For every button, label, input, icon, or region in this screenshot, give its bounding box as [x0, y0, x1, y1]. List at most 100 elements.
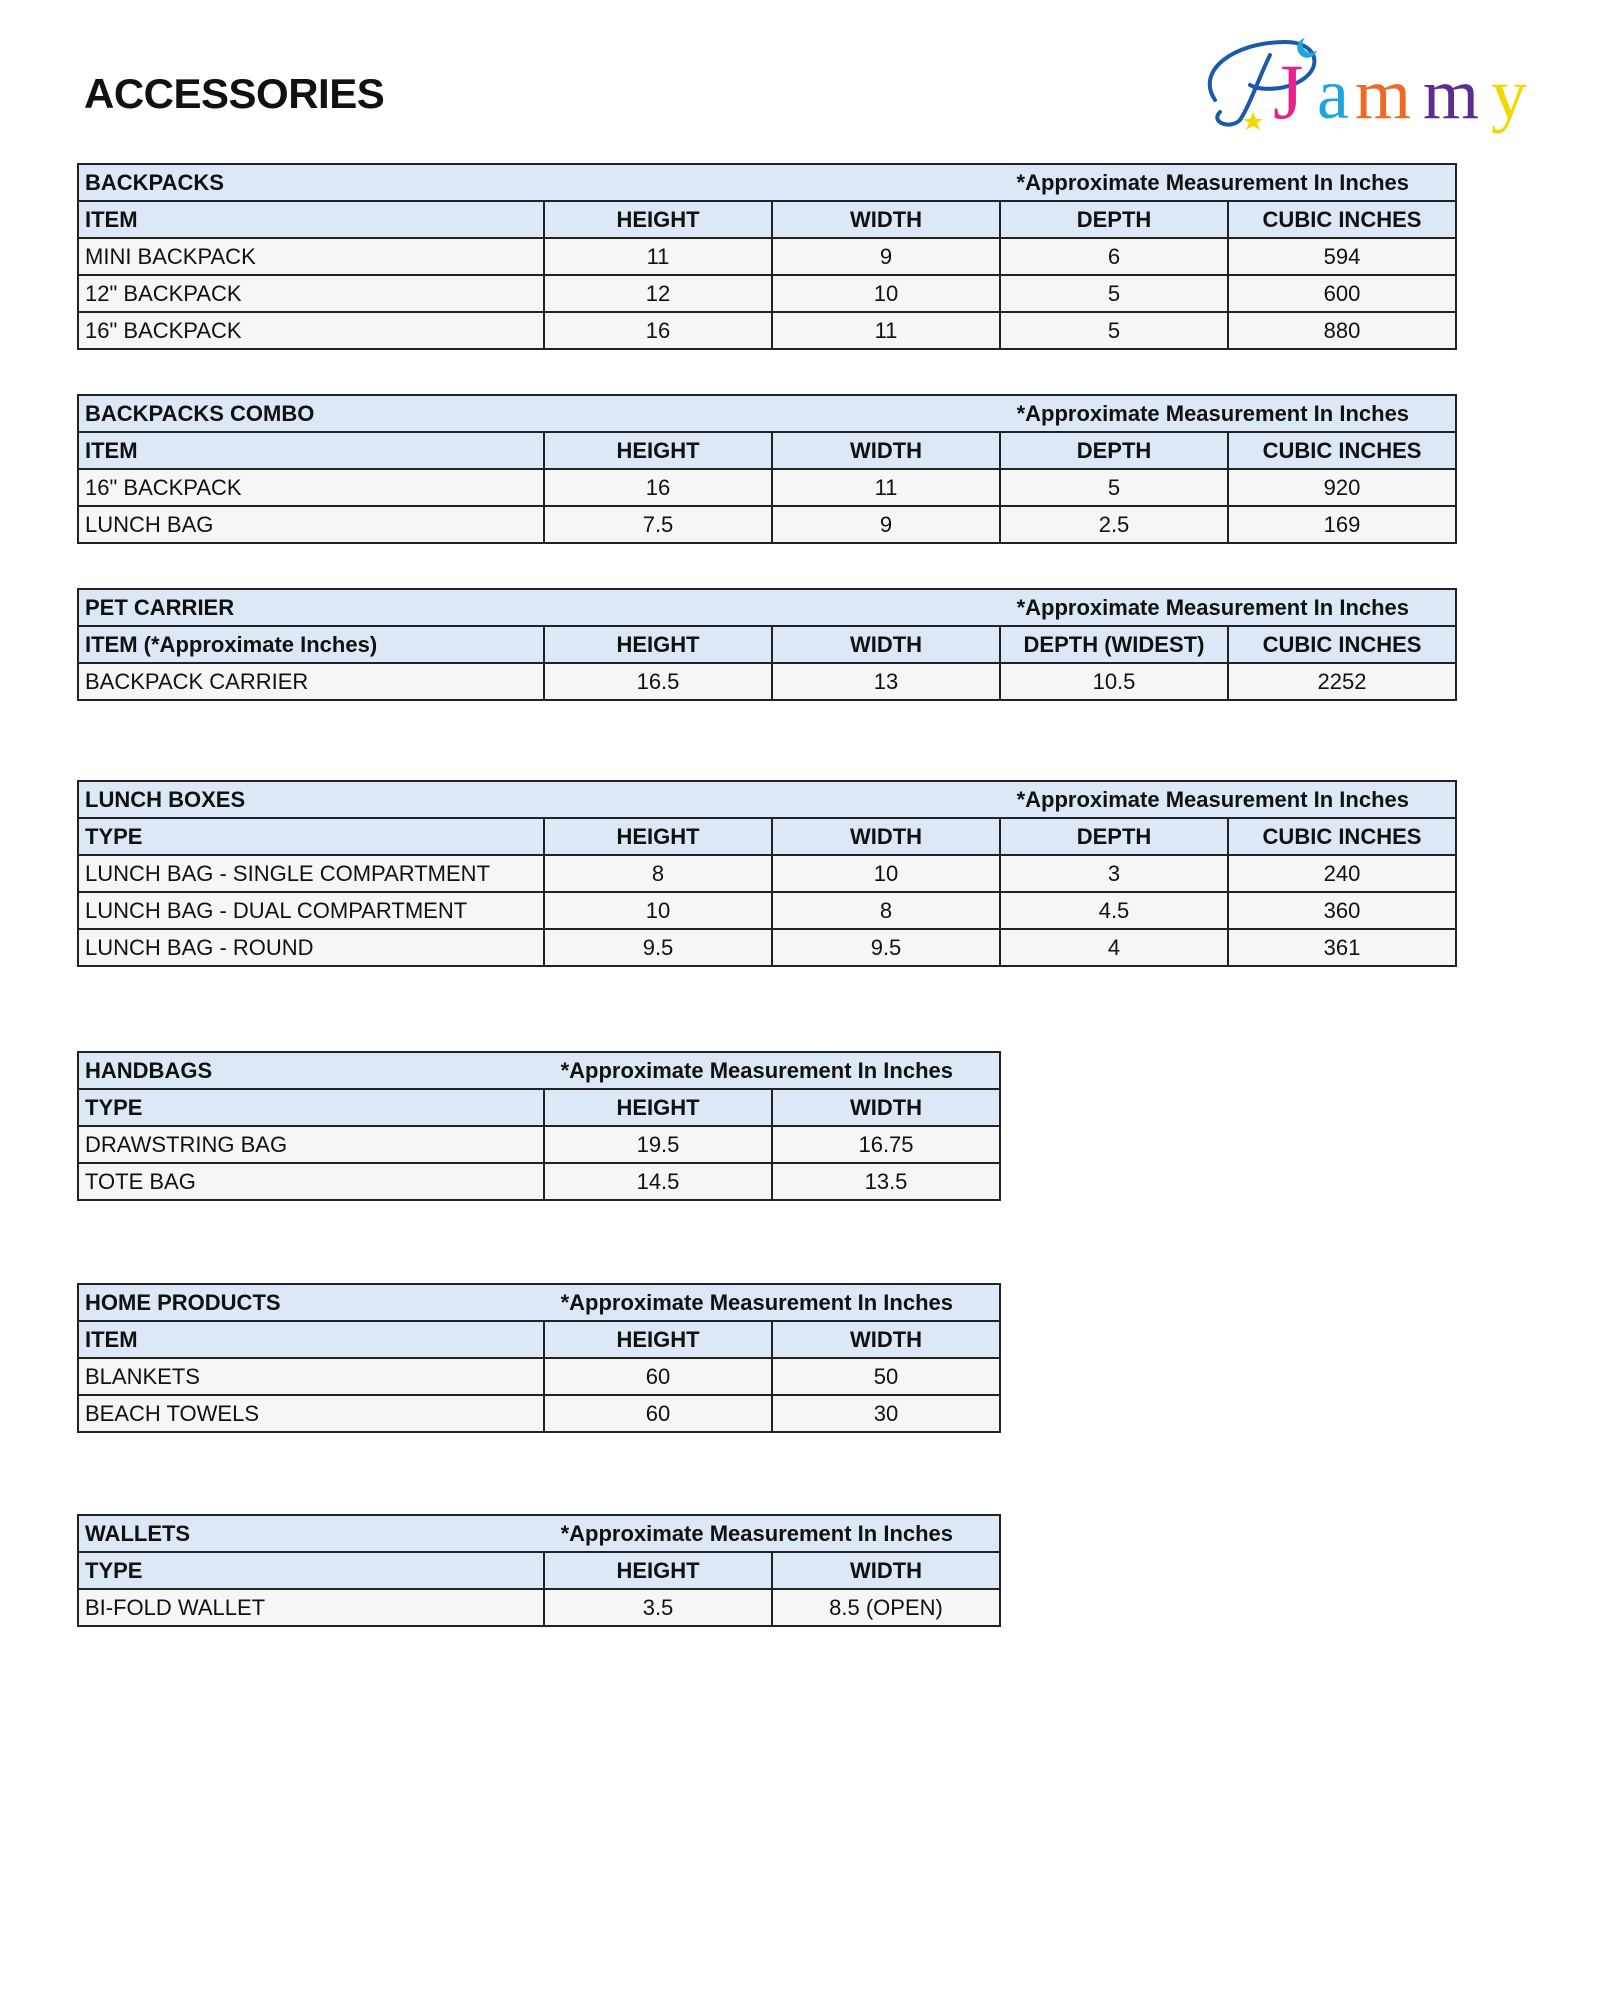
table-cell: TOTE BAG — [77, 1162, 545, 1201]
table-cell: 3.5 — [543, 1588, 773, 1627]
table-title: WALLETS *Approximate Measurement In Inche… — [76, 1514, 1002, 1553]
table-cell: 12 — [543, 274, 773, 313]
table-cell: 10.5 — [999, 662, 1229, 701]
table-cell: 11 — [771, 468, 1001, 507]
table-title: HOME PRODUCTS *Approximate Measurement In… — [76, 1283, 1002, 1322]
table-cell: BACKPACK CARRIER — [77, 662, 545, 701]
table-cell: 16.5 — [543, 662, 773, 701]
table-row: 12" BACKPACK 12 10 5 600 — [77, 274, 1457, 313]
table-cell: 5 — [999, 468, 1229, 507]
table-cell: BLANKETS — [77, 1357, 545, 1396]
column-header: TYPE — [77, 1551, 545, 1590]
table-cell: MINI BACKPACK — [77, 237, 545, 276]
page-title: ACCESSORIES — [84, 70, 385, 117]
table-cell: 8.5 (OPEN) — [770, 1588, 1002, 1627]
table-cell: 10 — [543, 891, 773, 930]
column-header: WIDTH — [771, 200, 1001, 239]
header-row: TYPE HEIGHT WIDTH — [77, 1088, 1002, 1127]
table-cell: 3 — [999, 854, 1229, 893]
table-cell: 60 — [543, 1394, 773, 1433]
table-cell: 9.5 — [771, 928, 1001, 967]
column-header: HEIGHT — [543, 200, 773, 239]
table-cell: 50 — [770, 1357, 1002, 1396]
table-title: PET CARRIER *Approximate Measurement In I… — [76, 588, 1458, 627]
column-header: CUBIC INCHES — [1226, 817, 1458, 856]
table-row: BACKPACK CARRIER 16.5 13 10.5 2252 — [77, 662, 1458, 701]
table-title-text: BACKPACKS COMBO — [85, 400, 315, 426]
column-header: HEIGHT — [543, 1320, 773, 1359]
table-backpacks-combo: BACKPACKS COMBO *Approximate Measurement … — [76, 394, 1458, 544]
table-cell: 361 — [1226, 928, 1458, 967]
table-cell: 594 — [1227, 237, 1457, 276]
table-cell: 10 — [771, 274, 1001, 313]
column-header: WIDTH — [771, 431, 1001, 470]
table-cell: 11 — [771, 311, 1001, 350]
table-cell: 13.5 — [770, 1162, 1002, 1201]
table-title-text: HANDBAGS — [85, 1057, 213, 1083]
measurement-note: *Approximate Measurement In Inches — [560, 1289, 954, 1315]
table-cell: LUNCH BAG — [77, 505, 545, 544]
table-cell: 19.5 — [543, 1125, 773, 1164]
column-header: ITEM (*Approximate Inches) — [77, 625, 545, 664]
table-wallets: WALLETS *Approximate Measurement In Inche… — [76, 1514, 1002, 1627]
table-title: BACKPACKS *Approximate Measurement In Inc… — [77, 163, 1457, 202]
table-cell: 9 — [771, 237, 1001, 276]
table-cell: 11 — [543, 237, 773, 276]
table-row: LUNCH BAG 7.5 9 2.5 169 — [77, 505, 1458, 544]
table-row: TOTE BAG 14.5 13.5 — [77, 1162, 1002, 1201]
column-header: DEPTH — [999, 431, 1229, 470]
measurement-note: *Approximate Measurement In Inches — [1016, 169, 1409, 195]
measurement-note: *Approximate Measurement In Inches — [560, 1057, 954, 1083]
pjammy-logo: J a m m y — [1207, 38, 1527, 135]
table-cell: 4 — [999, 928, 1229, 967]
table-title-row: PET CARRIER *Approximate Measurement In I… — [76, 588, 1458, 627]
table-row: LUNCH BAG - ROUND 9.5 9.5 4 361 — [77, 928, 1458, 967]
table-title-row: HOME PRODUCTS *Approximate Measurement In… — [76, 1283, 1002, 1322]
table-cell: 16 — [543, 311, 773, 350]
table-cell: 920 — [1226, 468, 1458, 507]
table-cell: 12" BACKPACK — [77, 274, 545, 313]
table-cell: 240 — [1226, 854, 1458, 893]
table-row: 16" BACKPACK 16 11 5 880 — [77, 311, 1457, 350]
table-cell: 9 — [771, 505, 1001, 544]
column-header: WIDTH — [771, 625, 1001, 664]
table-title-row: BACKPACKS COMBO *Approximate Measurement … — [76, 394, 1458, 433]
table-cell: 13 — [771, 662, 1001, 701]
table-row: BLANKETS 60 50 — [77, 1357, 1002, 1396]
table-title-row: HANDBAGS *Approximate Measurement In Inch… — [76, 1051, 1002, 1090]
table-row: LUNCH BAG - SINGLE COMPARTMENT 8 10 3 240 — [77, 854, 1458, 893]
measurement-note: *Approximate Measurement In Inches — [1016, 594, 1410, 620]
table-row: DRAWSTRING BAG 19.5 16.75 — [77, 1125, 1002, 1164]
column-header: WIDTH — [770, 1088, 1002, 1127]
column-header: HEIGHT — [543, 1551, 773, 1590]
header-row: TYPE HEIGHT WIDTH — [77, 1551, 1002, 1590]
column-header: HEIGHT — [543, 431, 773, 470]
table-cell: 10 — [771, 854, 1001, 893]
table-cell: 16.75 — [770, 1125, 1002, 1164]
measurement-note: *Approximate Measurement In Inches — [560, 1520, 954, 1546]
table-row: BEACH TOWELS 60 30 — [77, 1394, 1002, 1433]
column-header: HEIGHT — [543, 817, 773, 856]
table-row: MINI BACKPACK 11 9 6 594 — [77, 237, 1457, 276]
column-header: TYPE — [77, 1088, 545, 1127]
table-lunch-boxes: LUNCH BOXES *Approximate Measurement In I… — [76, 780, 1458, 967]
column-header: CUBIC INCHES — [1226, 431, 1458, 470]
svg-text:m: m — [1355, 54, 1411, 134]
table-cell: 30 — [770, 1394, 1002, 1433]
table-cell: 14.5 — [543, 1162, 773, 1201]
table-cell: BEACH TOWELS — [77, 1394, 545, 1433]
table-title-text: HOME PRODUCTS — [85, 1289, 281, 1315]
table-cell: 16 — [543, 468, 773, 507]
table-cell: 2252 — [1226, 662, 1458, 701]
table-cell: 9.5 — [543, 928, 773, 967]
column-header: WIDTH — [770, 1320, 1002, 1359]
table-pet-carrier: PET CARRIER *Approximate Measurement In I… — [76, 588, 1458, 701]
table-cell: 169 — [1226, 505, 1458, 544]
table-title: BACKPACKS COMBO *Approximate Measurement … — [76, 394, 1458, 433]
header-row: ITEM HEIGHT WIDTH — [77, 1320, 1002, 1359]
table-cell: 880 — [1227, 311, 1457, 350]
table-cell: 8 — [771, 891, 1001, 930]
measurement-note: *Approximate Measurement In Inches — [1016, 786, 1410, 812]
table-title-text: BACKPACKS — [85, 169, 224, 195]
table-cell: 600 — [1227, 274, 1457, 313]
